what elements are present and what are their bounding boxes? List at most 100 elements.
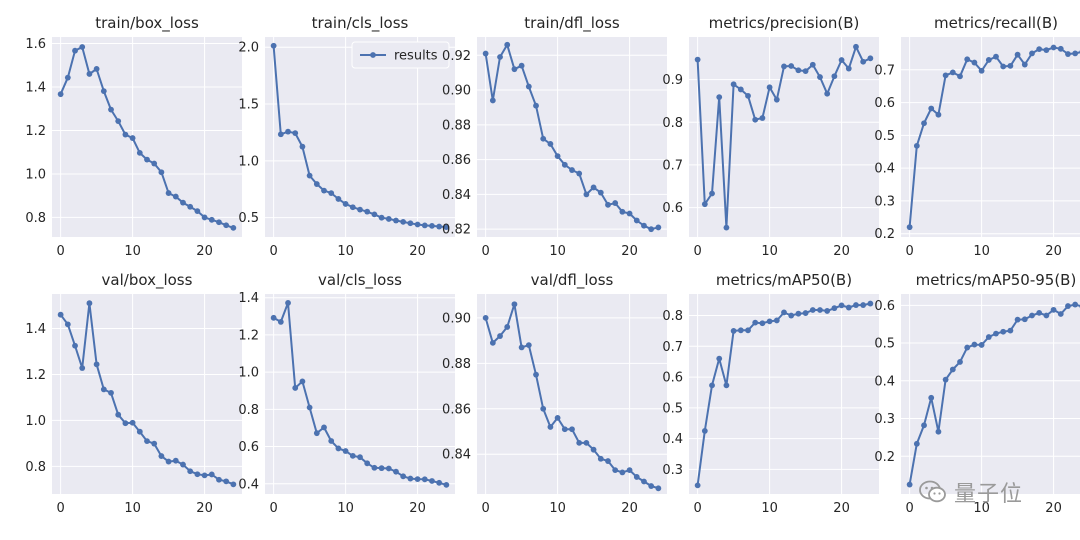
- data-point: [716, 355, 723, 362]
- data-point: [72, 342, 78, 349]
- x-tick-label: 10: [337, 501, 354, 516]
- data-point: [208, 216, 215, 223]
- x-tick-label: 0: [905, 244, 913, 259]
- data-point: [824, 90, 831, 97]
- y-tick-label: 0.6: [238, 440, 259, 455]
- data-point: [144, 156, 150, 163]
- data-point: [489, 97, 496, 104]
- data-point: [64, 74, 71, 81]
- y-tick-label: 1.0: [25, 167, 46, 182]
- data-point: [180, 199, 186, 206]
- data-point: [335, 196, 342, 202]
- data-point: [436, 223, 443, 230]
- data-point: [978, 67, 985, 74]
- y-tick-label: 0.7: [874, 63, 895, 78]
- data-point: [913, 142, 920, 149]
- data-point: [277, 131, 284, 138]
- data-point: [180, 461, 186, 468]
- y-tick-label: 0.8: [662, 116, 683, 131]
- data-point: [745, 92, 751, 99]
- data-point: [349, 452, 356, 459]
- data-point: [371, 211, 378, 218]
- data-point: [928, 105, 935, 112]
- data-point: [619, 208, 626, 215]
- x-tick-label: 0: [481, 244, 489, 259]
- data-point: [853, 302, 859, 308]
- data-point: [86, 300, 93, 307]
- data-point: [216, 476, 222, 483]
- subplot-3: 0.82 0.84 0.86 0.88 0.90 0.92 0 10 20 train/dfl_l…: [442, 14, 667, 259]
- subplot-title: val/box_loss: [102, 271, 193, 290]
- data-point: [328, 190, 335, 197]
- data-point: [393, 468, 399, 475]
- y-tick-label: 0.4: [874, 162, 895, 177]
- watermark: 量子位: [918, 474, 1053, 510]
- y-tick-label: 1.4: [238, 291, 259, 306]
- data-point: [626, 467, 633, 474]
- data-point: [328, 438, 335, 444]
- data-point: [802, 310, 809, 316]
- data-point: [993, 53, 999, 60]
- y-tick-label: 0.6: [662, 371, 683, 386]
- data-point: [1057, 311, 1064, 317]
- data-point: [230, 481, 237, 488]
- x-tick-label: 10: [761, 244, 778, 259]
- data-point: [357, 454, 363, 461]
- data-point: [569, 167, 575, 173]
- data-point: [964, 56, 971, 63]
- data-point: [831, 305, 838, 312]
- y-tick-label: 0.92: [442, 49, 471, 64]
- y-tick-label: 0.84: [442, 448, 471, 463]
- data-point: [414, 221, 421, 228]
- data-point: [533, 102, 539, 109]
- data-point: [165, 190, 172, 196]
- data-point: [1029, 50, 1035, 57]
- data-point: [576, 170, 583, 177]
- data-point: [633, 474, 640, 480]
- data-point: [201, 214, 208, 221]
- y-tick-label: 0.8: [662, 309, 683, 324]
- data-point: [443, 481, 450, 488]
- data-point: [641, 478, 647, 485]
- data-point: [1007, 62, 1014, 69]
- data-point: [497, 333, 503, 339]
- data-point: [385, 465, 392, 472]
- data-point: [978, 342, 985, 348]
- y-tick-label: 0.86: [442, 402, 471, 417]
- data-point: [129, 419, 136, 426]
- data-point: [773, 317, 780, 324]
- x-tick-label: 20: [1045, 244, 1062, 259]
- data-point: [100, 386, 107, 393]
- data-point: [781, 63, 787, 70]
- data-point: [1050, 306, 1057, 313]
- data-point: [525, 83, 532, 90]
- data-point: [752, 116, 759, 123]
- data-point: [985, 334, 992, 340]
- data-point: [817, 74, 823, 80]
- data-point: [547, 141, 554, 147]
- data-point: [655, 485, 662, 492]
- y-tick-label: 0.7: [662, 340, 683, 355]
- data-point: [561, 426, 568, 433]
- data-point: [216, 219, 222, 226]
- data-point: [489, 339, 496, 346]
- y-tick-label: 0.7: [662, 158, 683, 173]
- data-point: [364, 208, 371, 215]
- data-point: [809, 307, 816, 313]
- data-point: [716, 94, 723, 101]
- wechat-icon: [919, 480, 946, 503]
- plot-area: [52, 37, 242, 237]
- data-point: [306, 172, 313, 179]
- data-point: [540, 405, 547, 412]
- data-point: [612, 200, 619, 206]
- data-point: [57, 311, 64, 318]
- data-point: [299, 378, 306, 385]
- x-tick-label: 0: [56, 244, 64, 259]
- data-point: [957, 359, 963, 365]
- y-tick-label: 0.3: [662, 463, 683, 478]
- y-tick-label: 1.4: [25, 322, 46, 337]
- x-tick-label: 20: [196, 244, 213, 259]
- data-point: [949, 366, 956, 373]
- y-tick-label: 0.2: [874, 227, 895, 242]
- x-tick-label: 10: [973, 244, 990, 259]
